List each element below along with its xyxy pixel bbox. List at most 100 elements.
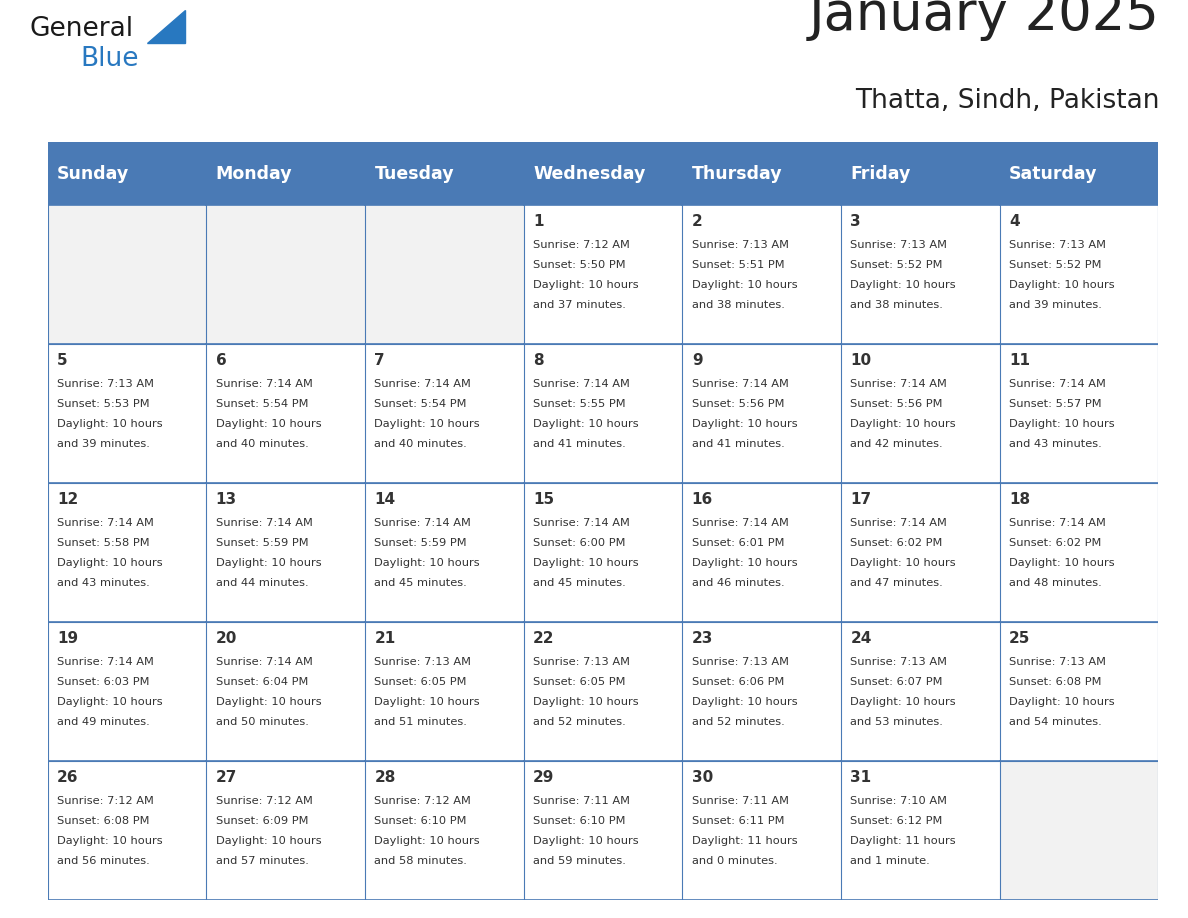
- Text: Sunset: 6:00 PM: Sunset: 6:00 PM: [533, 538, 626, 548]
- Text: Sunset: 5:52 PM: Sunset: 5:52 PM: [1009, 260, 1101, 270]
- Bar: [682, 621, 841, 761]
- Text: 21: 21: [374, 631, 396, 646]
- Text: and 0 minutes.: and 0 minutes.: [691, 856, 777, 866]
- Text: and 38 minutes.: and 38 minutes.: [691, 300, 784, 310]
- Text: and 39 minutes.: and 39 minutes.: [1009, 300, 1102, 310]
- Text: Sunset: 5:59 PM: Sunset: 5:59 PM: [216, 538, 309, 548]
- Text: 20: 20: [216, 631, 238, 646]
- Text: 10: 10: [851, 353, 872, 368]
- Text: 6: 6: [216, 353, 227, 368]
- Bar: [841, 343, 999, 483]
- Text: Daylight: 10 hours: Daylight: 10 hours: [57, 558, 163, 568]
- Text: Daylight: 10 hours: Daylight: 10 hours: [691, 280, 797, 290]
- Text: and 45 minutes.: and 45 minutes.: [374, 578, 467, 588]
- Text: 27: 27: [216, 770, 238, 785]
- Text: Sunrise: 7:13 AM: Sunrise: 7:13 AM: [1009, 656, 1106, 666]
- Text: 11: 11: [1009, 353, 1030, 368]
- Text: Sunset: 6:09 PM: Sunset: 6:09 PM: [216, 816, 308, 825]
- Bar: [524, 343, 682, 483]
- Text: 9: 9: [691, 353, 702, 368]
- Text: 7: 7: [374, 353, 385, 368]
- Text: and 59 minutes.: and 59 minutes.: [533, 856, 626, 866]
- Text: Sunrise: 7:12 AM: Sunrise: 7:12 AM: [216, 796, 312, 805]
- Text: Sunset: 6:12 PM: Sunset: 6:12 PM: [851, 816, 943, 825]
- Text: Thatta, Sindh, Pakistan: Thatta, Sindh, Pakistan: [855, 88, 1159, 114]
- Text: Thursday: Thursday: [691, 164, 783, 183]
- Text: Daylight: 10 hours: Daylight: 10 hours: [851, 697, 956, 707]
- Bar: [682, 142, 841, 205]
- Bar: [48, 761, 207, 900]
- Text: 22: 22: [533, 631, 555, 646]
- Text: Daylight: 10 hours: Daylight: 10 hours: [374, 836, 480, 845]
- Bar: [999, 343, 1158, 483]
- Text: Sunrise: 7:14 AM: Sunrise: 7:14 AM: [1009, 518, 1106, 528]
- Text: and 46 minutes.: and 46 minutes.: [691, 578, 784, 588]
- Bar: [999, 483, 1158, 621]
- Text: Sunrise: 7:14 AM: Sunrise: 7:14 AM: [533, 518, 630, 528]
- Text: 31: 31: [851, 770, 872, 785]
- Text: Sunset: 6:02 PM: Sunset: 6:02 PM: [1009, 538, 1101, 548]
- Text: Sunset: 5:56 PM: Sunset: 5:56 PM: [691, 398, 784, 409]
- Text: Sunset: 5:54 PM: Sunset: 5:54 PM: [374, 398, 467, 409]
- Text: and 37 minutes.: and 37 minutes.: [533, 300, 626, 310]
- Text: and 41 minutes.: and 41 minutes.: [691, 439, 784, 449]
- Text: Sunset: 5:53 PM: Sunset: 5:53 PM: [57, 398, 150, 409]
- Text: Sunrise: 7:13 AM: Sunrise: 7:13 AM: [374, 656, 472, 666]
- Text: and 51 minutes.: and 51 minutes.: [374, 717, 467, 727]
- Text: Sunset: 5:58 PM: Sunset: 5:58 PM: [57, 538, 150, 548]
- Bar: [207, 761, 365, 900]
- Bar: [841, 205, 999, 343]
- Text: 29: 29: [533, 770, 555, 785]
- Bar: [48, 483, 207, 621]
- Text: Daylight: 10 hours: Daylight: 10 hours: [533, 697, 639, 707]
- Text: Daylight: 10 hours: Daylight: 10 hours: [533, 836, 639, 845]
- Text: Daylight: 10 hours: Daylight: 10 hours: [533, 280, 639, 290]
- Text: Sunset: 6:08 PM: Sunset: 6:08 PM: [1009, 677, 1101, 687]
- Bar: [48, 621, 207, 761]
- Text: 18: 18: [1009, 492, 1030, 507]
- Text: Sunrise: 7:14 AM: Sunrise: 7:14 AM: [533, 378, 630, 388]
- Text: Sunrise: 7:11 AM: Sunrise: 7:11 AM: [533, 796, 630, 805]
- Text: Sunrise: 7:14 AM: Sunrise: 7:14 AM: [691, 518, 789, 528]
- Bar: [841, 142, 999, 205]
- Text: 17: 17: [851, 492, 872, 507]
- Text: 5: 5: [57, 353, 68, 368]
- Text: Daylight: 10 hours: Daylight: 10 hours: [374, 558, 480, 568]
- Text: and 48 minutes.: and 48 minutes.: [1009, 578, 1102, 588]
- Text: 8: 8: [533, 353, 544, 368]
- Bar: [48, 142, 207, 205]
- Text: Sunrise: 7:14 AM: Sunrise: 7:14 AM: [216, 518, 312, 528]
- Text: Daylight: 10 hours: Daylight: 10 hours: [1009, 558, 1114, 568]
- Text: and 47 minutes.: and 47 minutes.: [851, 578, 943, 588]
- Text: Sunrise: 7:13 AM: Sunrise: 7:13 AM: [691, 656, 789, 666]
- Text: 30: 30: [691, 770, 713, 785]
- Text: Sunset: 6:11 PM: Sunset: 6:11 PM: [691, 816, 784, 825]
- Text: Daylight: 10 hours: Daylight: 10 hours: [216, 558, 321, 568]
- Text: and 58 minutes.: and 58 minutes.: [374, 856, 467, 866]
- Text: Sunset: 5:57 PM: Sunset: 5:57 PM: [1009, 398, 1101, 409]
- Bar: [999, 761, 1158, 900]
- Text: 24: 24: [851, 631, 872, 646]
- Text: and 49 minutes.: and 49 minutes.: [57, 717, 150, 727]
- Text: 12: 12: [57, 492, 78, 507]
- Text: and 39 minutes.: and 39 minutes.: [57, 439, 150, 449]
- Text: Sunrise: 7:14 AM: Sunrise: 7:14 AM: [851, 378, 947, 388]
- Text: Daylight: 10 hours: Daylight: 10 hours: [57, 836, 163, 845]
- Text: Daylight: 11 hours: Daylight: 11 hours: [691, 836, 797, 845]
- Text: Sunrise: 7:12 AM: Sunrise: 7:12 AM: [57, 796, 154, 805]
- Text: General: General: [30, 16, 134, 41]
- Bar: [524, 621, 682, 761]
- Bar: [524, 761, 682, 900]
- Text: Sunset: 5:52 PM: Sunset: 5:52 PM: [851, 260, 943, 270]
- Text: Sunrise: 7:14 AM: Sunrise: 7:14 AM: [374, 518, 472, 528]
- Text: Daylight: 10 hours: Daylight: 10 hours: [533, 419, 639, 429]
- Bar: [48, 205, 207, 343]
- Text: and 57 minutes.: and 57 minutes.: [216, 856, 309, 866]
- Text: and 43 minutes.: and 43 minutes.: [57, 578, 150, 588]
- Bar: [207, 483, 365, 621]
- Bar: [524, 483, 682, 621]
- Bar: [207, 621, 365, 761]
- Text: and 56 minutes.: and 56 minutes.: [57, 856, 150, 866]
- Bar: [48, 343, 207, 483]
- Text: and 40 minutes.: and 40 minutes.: [374, 439, 467, 449]
